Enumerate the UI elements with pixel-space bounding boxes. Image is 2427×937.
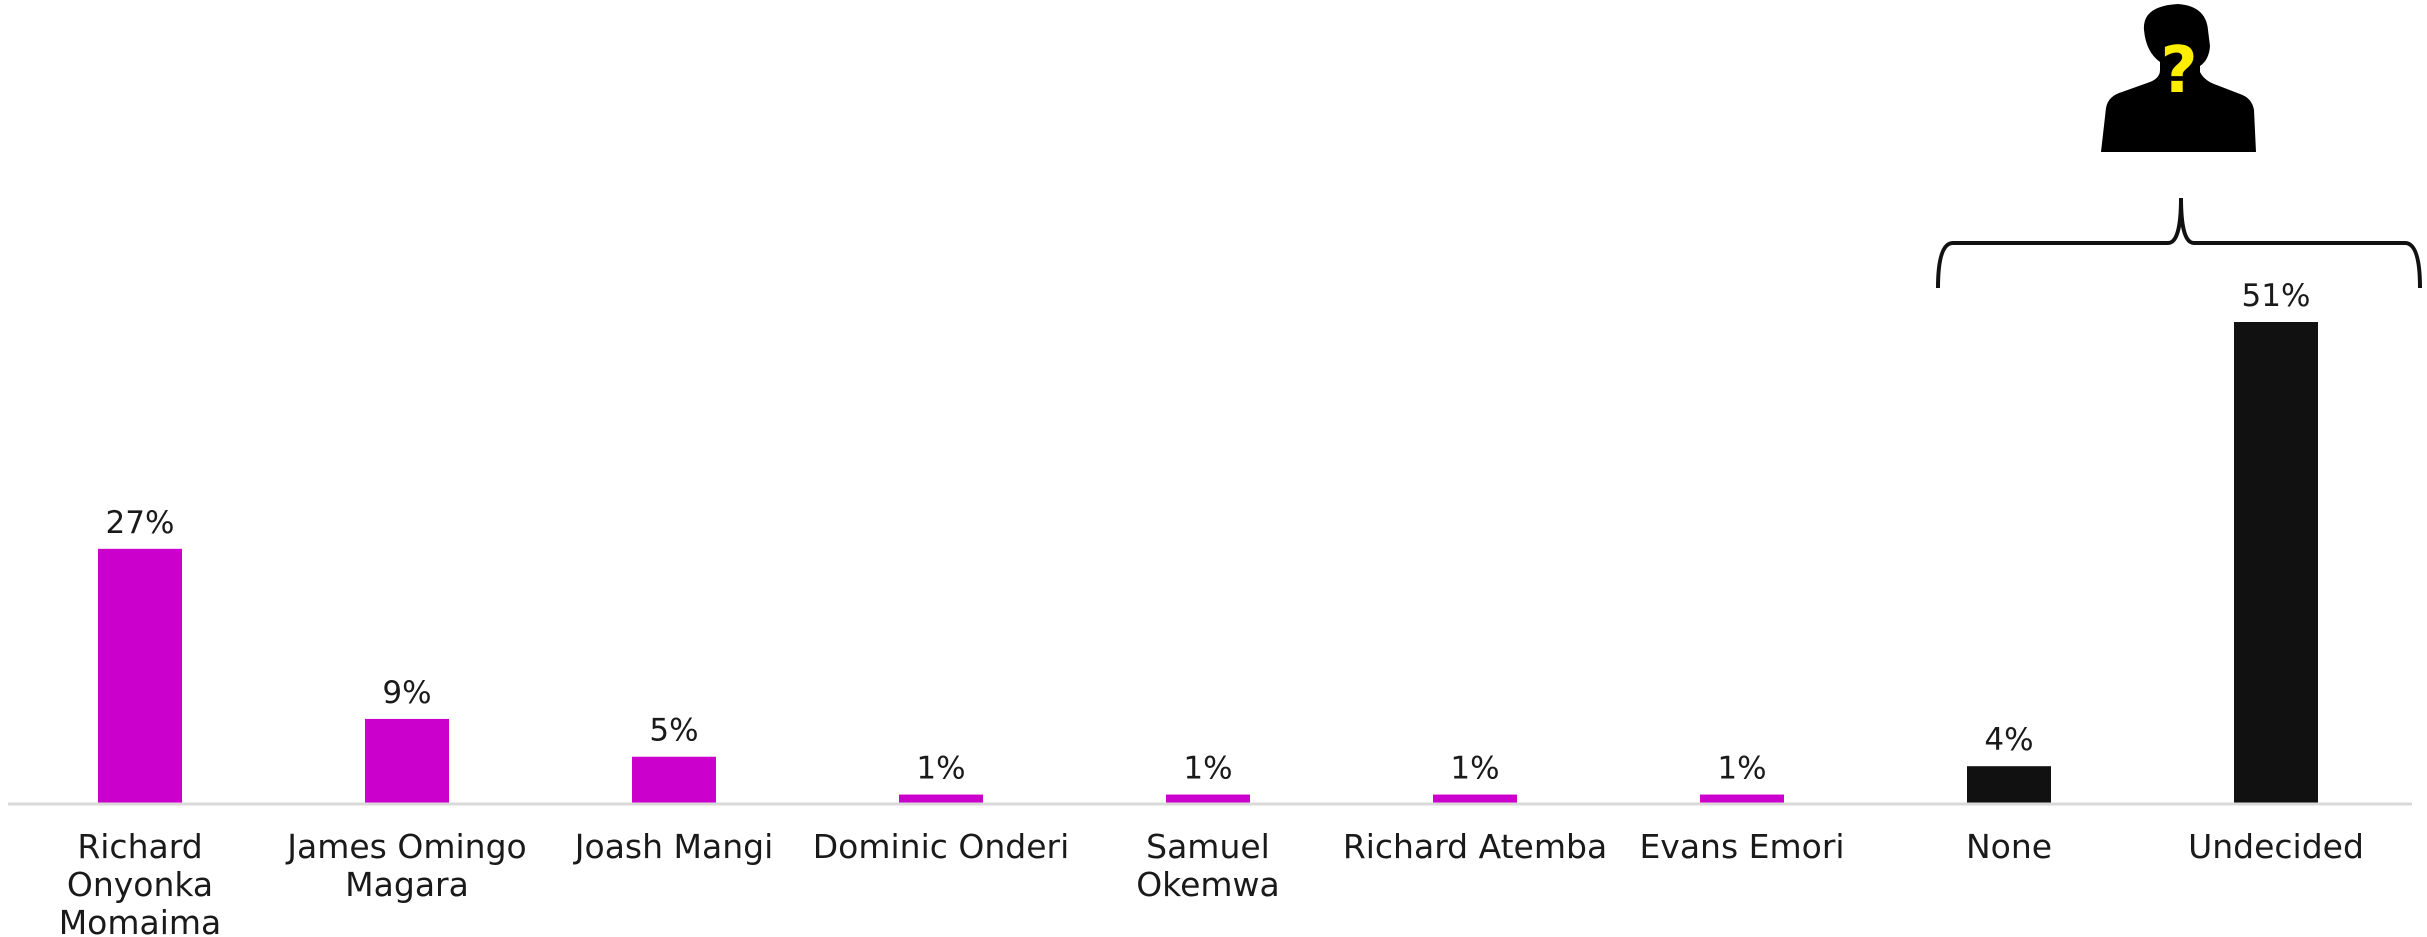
- value-label-2: 5%: [649, 713, 698, 749]
- category-label-line: James Omingo: [285, 827, 526, 866]
- value-label-7: 4%: [1984, 722, 2033, 758]
- bar-2: [632, 756, 716, 804]
- category-label-line: Okemwa: [1136, 865, 1280, 904]
- category-label-5: Richard Atemba: [1343, 827, 1607, 866]
- bar-0: [98, 548, 182, 804]
- category-label-line: None: [1966, 827, 2052, 866]
- category-label-line: Samuel: [1146, 827, 1270, 866]
- bracket-annotation: [1936, 197, 2422, 289]
- category-label-3: Dominic Onderi: [813, 827, 1070, 866]
- category-label-0: Richard Onyonka Momaima: [59, 827, 222, 937]
- bar-6: [1700, 794, 1784, 804]
- question-mark-glyph: ?: [2160, 34, 2197, 108]
- value-label-0: 27%: [106, 505, 175, 541]
- category-label-line: Dominic Onderi: [813, 827, 1070, 866]
- person-silhouette: [2101, 4, 2256, 152]
- category-label-line: Richard Atemba: [1343, 827, 1607, 866]
- category-label-2: Joash Mangi: [573, 827, 773, 866]
- category-label-line: Momaima: [59, 903, 222, 937]
- category-label-line: Magara: [345, 865, 469, 904]
- bar-3: [899, 794, 983, 804]
- bar-8: [2234, 322, 2318, 804]
- category-label-line: Richard: [77, 827, 202, 866]
- bar-7: [1967, 766, 2051, 804]
- value-label-8: 51%: [2242, 278, 2311, 314]
- category-label-line: Evans Emori: [1639, 827, 1844, 866]
- unknown-person-question-icon: ?: [2101, 4, 2256, 152]
- bar-4: [1166, 794, 1250, 804]
- value-label-1: 9%: [382, 675, 431, 711]
- value-labels-layer: 27% 9% 5% 1% 1% 1% 1% 4% 51%: [106, 278, 2311, 787]
- category-label-line: Onyonka: [67, 865, 213, 904]
- category-label-line: Joash Mangi: [573, 827, 773, 866]
- category-label-4: Samuel Okemwa: [1136, 827, 1280, 904]
- bar-1: [365, 718, 449, 804]
- value-label-3: 1%: [916, 751, 965, 787]
- bar-5: [1433, 794, 1517, 804]
- category-label-6: Evans Emori: [1639, 827, 1844, 866]
- value-label-5: 1%: [1450, 751, 1499, 787]
- bars-layer: [98, 322, 2318, 804]
- category-label-1: James Omingo Magara: [285, 827, 526, 904]
- category-label-line: Undecided: [2188, 827, 2364, 866]
- category-label-8: Undecided: [2188, 827, 2364, 866]
- value-label-6: 1%: [1717, 751, 1766, 787]
- category-label-7: None: [1966, 827, 2052, 866]
- value-label-4: 1%: [1183, 751, 1232, 787]
